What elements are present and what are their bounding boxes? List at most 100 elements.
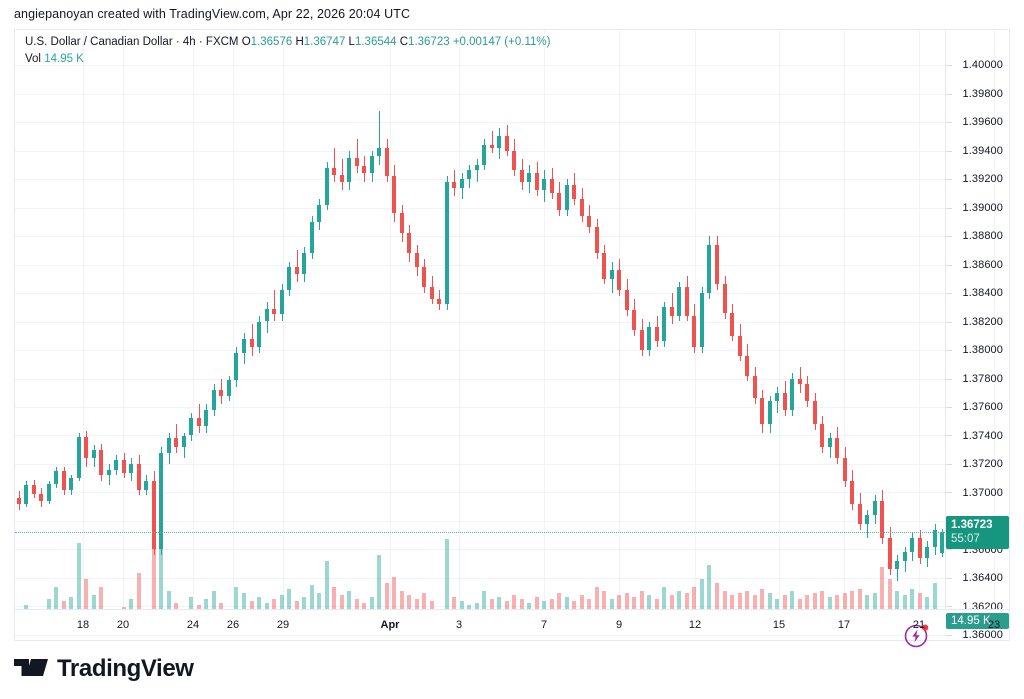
candle-body xyxy=(451,181,457,188)
volume-bar xyxy=(857,589,863,610)
candle-body xyxy=(264,308,270,322)
volume-bar xyxy=(399,591,405,610)
candle-body xyxy=(864,515,870,524)
volume-bar xyxy=(684,593,690,610)
vertical-gridline xyxy=(233,30,234,609)
legend-low-label: L xyxy=(348,36,355,48)
horizontal-gridline xyxy=(15,435,945,436)
time-axis-tick: Apr xyxy=(380,619,400,631)
candlestick-plot-area[interactable] xyxy=(15,30,946,610)
volume-bar xyxy=(196,605,202,610)
volume-bar xyxy=(812,593,818,610)
volume-bar xyxy=(451,597,457,610)
candle-body xyxy=(804,384,810,402)
price-axis-tick: 1.38400 xyxy=(962,287,1003,299)
price-tick-dash xyxy=(946,293,952,294)
time-axis-tick: 9 xyxy=(615,619,623,631)
volume-bar xyxy=(361,603,367,610)
candle-body xyxy=(571,184,577,199)
legend-open-value: 1.36576 xyxy=(250,36,293,48)
last-price-badge: 1.36723 55:07 xyxy=(946,516,1009,549)
volume-bar xyxy=(924,597,930,610)
volume-badge-value: 14.95 K xyxy=(951,615,991,627)
candle-body xyxy=(16,498,22,504)
candle-body xyxy=(872,501,878,516)
vertical-gridline xyxy=(919,30,920,609)
volume-bar xyxy=(639,591,645,610)
horizontal-gridline xyxy=(15,208,945,209)
volume-bar xyxy=(804,595,810,610)
candle-body xyxy=(309,221,315,254)
price-tick-dash xyxy=(946,549,952,550)
price-axis-tick: 1.37600 xyxy=(962,401,1003,413)
candle-body xyxy=(68,478,74,490)
volume-bar xyxy=(414,599,420,610)
volume-bar xyxy=(917,593,923,610)
legend-sep2: · xyxy=(195,36,206,48)
horizontal-gridline xyxy=(15,549,945,550)
candle-body xyxy=(752,375,758,399)
legend-volume-value: 14.95 K xyxy=(44,53,84,65)
price-tick-dash xyxy=(946,65,952,66)
candle-body xyxy=(661,307,667,342)
candle-body xyxy=(196,418,202,426)
candle-body xyxy=(143,481,149,490)
candle-body xyxy=(699,293,705,348)
legend-change: +0.00147 (+0.11%) xyxy=(452,36,551,48)
candle-body xyxy=(812,401,818,425)
candle-body xyxy=(279,290,285,315)
candle-body xyxy=(113,459,119,470)
candle-body xyxy=(429,287,435,299)
candle-body xyxy=(594,227,600,254)
candle-body xyxy=(616,270,622,291)
price-axis-tick: 1.37000 xyxy=(962,486,1003,499)
vertical-gridline xyxy=(779,30,780,609)
candle-body xyxy=(579,198,585,217)
candle-body xyxy=(301,253,307,275)
volume-bar xyxy=(166,591,172,610)
candle-body xyxy=(789,378,795,410)
time-axis[interactable]: 18 20 24 26 29 Apr 3 7 9 12 15 17 21 23 xyxy=(15,609,1009,640)
volume-bar xyxy=(121,607,127,610)
volume-bar xyxy=(384,583,390,610)
candle-body xyxy=(218,389,224,396)
horizontal-gridline xyxy=(15,236,945,237)
candle-body xyxy=(939,531,945,553)
volume-bar xyxy=(339,595,345,610)
price-tick-dash xyxy=(946,208,952,209)
volume-bar xyxy=(46,599,52,610)
horizontal-gridline xyxy=(15,492,945,493)
candle-body xyxy=(534,173,540,191)
candle-body xyxy=(459,179,465,188)
candle-body xyxy=(504,136,510,151)
chart-panel[interactable]: 1.40000 1.39800 1.39600 1.39400 1.39200 1.390… xyxy=(14,29,1010,648)
volume-bar xyxy=(714,583,720,610)
price-axis-tick: 1.37200 xyxy=(962,458,1003,470)
horizontal-gridline xyxy=(15,407,945,408)
volume-bar xyxy=(744,591,750,610)
time-axis-tick: 24 xyxy=(186,619,200,631)
candle-body xyxy=(406,233,412,254)
lightning-bolt-icon[interactable] xyxy=(904,622,930,648)
volume-bar xyxy=(301,597,307,610)
horizontal-gridline xyxy=(15,464,945,465)
price-axis-tick: 1.37400 xyxy=(962,429,1003,442)
candle-body xyxy=(354,157,360,167)
horizontal-gridline xyxy=(15,521,945,522)
candle-body xyxy=(819,424,825,447)
volume-bar xyxy=(616,595,622,610)
candle-body xyxy=(481,144,487,165)
price-axis-tick: 1.38800 xyxy=(962,230,1003,242)
legend-close-label: C xyxy=(399,36,409,48)
volume-bar xyxy=(173,603,179,610)
candle-body xyxy=(444,181,450,305)
candle-body xyxy=(286,267,292,291)
candle-body xyxy=(91,449,97,459)
candle-body xyxy=(586,216,592,228)
volume-bar xyxy=(691,587,697,610)
candle-body xyxy=(834,438,840,459)
candle-body xyxy=(399,213,405,234)
volume-bar xyxy=(511,595,517,610)
volume-bar xyxy=(541,601,547,610)
volume-bar xyxy=(459,601,465,610)
